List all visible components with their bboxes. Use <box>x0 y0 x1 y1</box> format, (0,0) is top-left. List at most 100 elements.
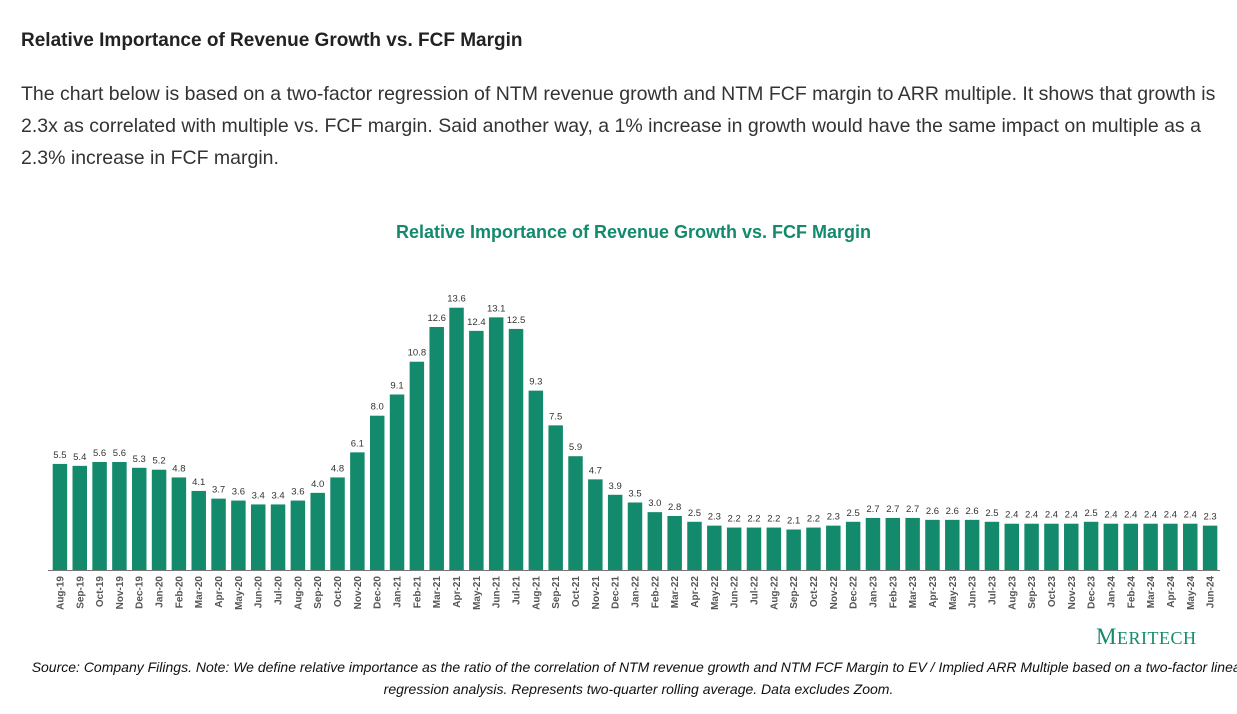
x-tick-label: May-23 <box>948 576 959 610</box>
x-tick-label: Feb-21 <box>412 576 423 609</box>
x-tick-label: Aug-21 <box>531 576 542 610</box>
value-label: 5.9 <box>569 442 582 453</box>
x-tick-label: Jan-20 <box>155 576 166 608</box>
x-tick-label: Sep-23 <box>1027 576 1038 609</box>
x-tick-label: Jan-23 <box>868 576 879 608</box>
value-label: 3.5 <box>628 489 641 500</box>
value-label: 9.3 <box>529 377 542 388</box>
value-label: 2.4 <box>1065 510 1078 521</box>
bar-group <box>52 307 1218 570</box>
value-label: 7.5 <box>549 411 562 422</box>
x-tick-label: Apr-22 <box>690 576 701 608</box>
value-label: 5.6 <box>113 448 126 459</box>
logo-initial: M <box>1096 624 1117 649</box>
bar-may-21 <box>469 330 484 570</box>
bar-apr-23 <box>925 519 940 570</box>
value-label: 2.2 <box>807 514 820 525</box>
value-label: 2.2 <box>767 514 780 525</box>
x-tick-label: Feb-20 <box>174 576 185 609</box>
bar-aug-19 <box>52 463 68 570</box>
bar-mar-23 <box>905 517 920 570</box>
bar-sep-23 <box>1024 523 1039 570</box>
x-tick-label: Dec-19 <box>135 576 146 609</box>
value-label: 9.1 <box>390 381 403 392</box>
x-tick-label: Dec-21 <box>611 576 622 609</box>
bar-sep-22 <box>786 529 801 570</box>
value-label: 5.4 <box>73 452 86 463</box>
x-tick-label: Aug-23 <box>1007 576 1018 610</box>
bar-jun-22 <box>726 527 742 570</box>
bar-feb-20 <box>171 477 187 570</box>
value-label: 3.0 <box>648 498 661 509</box>
bar-jan-22 <box>627 502 643 570</box>
bar-jul-22 <box>746 527 762 570</box>
bar-sep-20 <box>310 492 325 570</box>
x-tick-label: Nov-23 <box>1067 576 1078 610</box>
value-label: 2.5 <box>847 508 860 519</box>
x-tick-label: Jan-21 <box>393 576 404 608</box>
x-tick-label: Nov-21 <box>591 576 602 610</box>
value-label: 3.7 <box>212 485 225 496</box>
x-tick-label: Aug-19 <box>55 576 66 610</box>
x-tick-label: Sep-22 <box>789 576 800 609</box>
bar-aug-23 <box>1004 523 1020 570</box>
x-tick-label: Jan-22 <box>631 576 642 608</box>
value-label: 4.8 <box>331 463 344 474</box>
x-tick-label: Sep-20 <box>313 576 324 609</box>
x-tick-label: Jul-23 <box>987 576 998 605</box>
bar-jun-23 <box>964 519 980 570</box>
value-label: 4.1 <box>192 477 205 488</box>
bar-apr-20 <box>211 498 226 570</box>
x-tick-label: Mar-23 <box>908 576 919 609</box>
bar-oct-21 <box>568 456 583 570</box>
value-label: 4.7 <box>589 465 602 476</box>
value-label: 2.7 <box>886 504 899 515</box>
x-tick-label: Sep-19 <box>75 576 86 609</box>
bar-feb-21 <box>409 361 425 570</box>
value-label: 3.6 <box>232 487 245 498</box>
x-tick-label: May-21 <box>472 576 483 610</box>
value-label: 13.6 <box>447 294 466 305</box>
value-label: 2.6 <box>966 506 979 517</box>
value-label: 2.4 <box>1144 510 1157 521</box>
bar-oct-19 <box>92 462 107 570</box>
value-label: 2.5 <box>985 508 998 519</box>
x-tick-label-group: Aug-19 Sep-19 Oct-19 Nov-19 Dec-19 Jan-20 Feb-… <box>55 576 1216 610</box>
value-label: 2.4 <box>1104 510 1117 521</box>
x-tick-label: Oct-23 <box>1047 576 1058 608</box>
bar-jan-24 <box>1103 523 1119 570</box>
value-label: 4.8 <box>172 463 185 474</box>
x-tick-label: Nov-20 <box>353 576 364 610</box>
bar-sep-21 <box>548 425 563 570</box>
bar-feb-22 <box>647 512 663 570</box>
value-label: 4.0 <box>311 479 324 490</box>
bar-jun-24 <box>1202 525 1218 570</box>
value-label: 2.7 <box>866 504 879 515</box>
x-tick-label: Mar-22 <box>670 576 681 609</box>
value-label: 2.2 <box>747 514 760 525</box>
x-tick-label: Oct-22 <box>809 576 820 608</box>
bar-jul-23 <box>984 521 1000 570</box>
value-label: 2.3 <box>708 512 721 523</box>
value-label: 5.6 <box>93 448 106 459</box>
x-tick-label: Jun-21 <box>492 576 503 609</box>
bar-feb-24 <box>1123 523 1138 570</box>
bar-jan-20 <box>151 469 167 570</box>
x-tick-label: Apr-21 <box>452 576 463 608</box>
x-tick-label: Feb-22 <box>650 576 661 609</box>
x-tick-label: Aug-22 <box>769 576 780 610</box>
value-label-group: 5.5 5.4 5.6 5.6 5.3 5.2 4.8 4.1 3.7 3.6 3.4 3.4 3.6 4… <box>53 294 1216 527</box>
value-label: 2.2 <box>728 514 741 525</box>
bar-nov-20 <box>350 452 365 570</box>
x-tick-label: Feb-23 <box>888 576 899 609</box>
x-tick-label: Jan-24 <box>1106 576 1117 608</box>
value-label: 3.4 <box>271 490 284 501</box>
value-label: 5.3 <box>133 454 146 465</box>
chart-title: Relative Importance of Revenue Growth vs… <box>395 222 872 242</box>
x-tick-label: Oct-20 <box>333 576 344 608</box>
value-label: 12.4 <box>467 317 486 328</box>
x-tick-label: May-20 <box>234 576 245 610</box>
x-tick-label: Oct-19 <box>95 576 106 608</box>
bar-apr-21 <box>449 307 464 570</box>
value-label: 2.3 <box>827 512 840 523</box>
